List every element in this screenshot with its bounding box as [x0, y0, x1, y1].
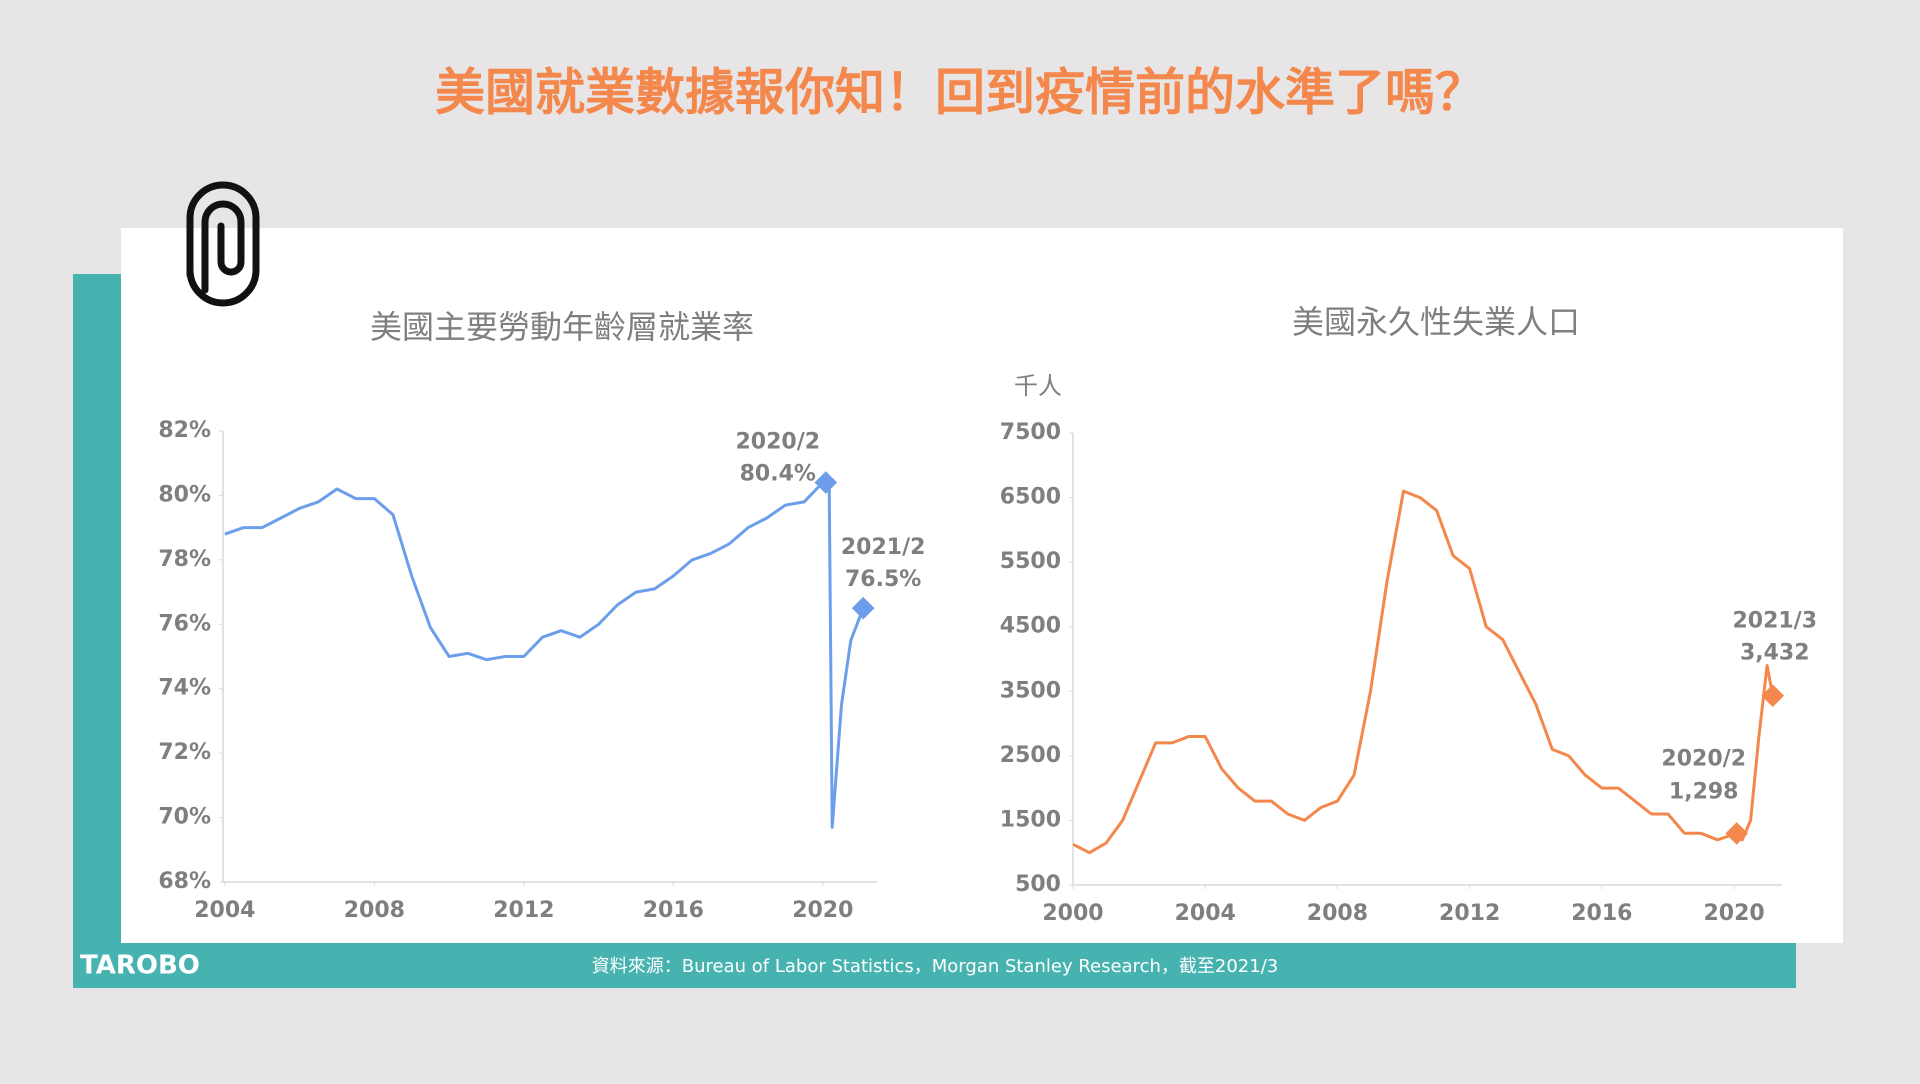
x-tick-label: 2008: [1307, 901, 1368, 926]
y-tick-label: 72%: [158, 740, 211, 765]
x-tick-label: 2012: [493, 898, 554, 923]
annotation-date: 2020/2: [1661, 746, 1746, 771]
annotation-marker: [1761, 684, 1785, 707]
y-tick-label: 70%: [158, 805, 211, 830]
y-tick-label: 76%: [158, 611, 211, 636]
white-card: [121, 228, 1843, 943]
x-tick-label: 2004: [1175, 901, 1236, 926]
paperclip-icon: [186, 181, 260, 307]
annotation-marker: [851, 596, 875, 620]
y-tick-label: 7500: [1000, 420, 1061, 445]
x-tick-label: 2004: [194, 898, 255, 923]
annotation-marker: [814, 471, 838, 494]
y-tick-label: 3500: [1000, 678, 1061, 703]
annotation-marker: [1725, 822, 1749, 845]
x-tick-label: 2000: [1042, 901, 1103, 926]
y-tick-label: 1500: [1000, 807, 1061, 832]
logo: TAROBO: [80, 951, 200, 981]
y-tick-label: 4500: [1000, 614, 1061, 639]
annotation-value: 76.5%: [845, 567, 921, 592]
data-line: [224, 481, 865, 829]
annotation-value: 3,432: [1740, 641, 1810, 666]
annotation-value: 1,298: [1669, 779, 1739, 804]
chart-title: 美國主要勞動年齡層就業率: [370, 308, 754, 346]
annotation-date: 2021/3: [1732, 609, 1817, 634]
x-tick-label: 2016: [1571, 901, 1632, 926]
page-title: 美國就業數據報你知！回到疫情前的水準了嗎？: [435, 64, 1485, 122]
x-tick-label: 2012: [1439, 901, 1500, 926]
annotation-date: 2020/2: [736, 430, 821, 455]
x-tick-label: 2020: [1703, 901, 1764, 926]
y-tick-label: 74%: [158, 676, 211, 701]
y-tick-label: 2500: [1000, 743, 1061, 768]
y-tick-label: 82%: [158, 418, 211, 443]
annotation-value: 80.4%: [740, 462, 816, 487]
y-tick-label: 500: [1015, 872, 1061, 897]
y-axis-unit: 千人: [1014, 372, 1062, 400]
y-tick-label: 78%: [158, 547, 211, 572]
annotation-date: 2021/2: [841, 535, 926, 560]
y-tick-label: 6500: [1000, 485, 1061, 510]
x-tick-label: 2016: [643, 898, 704, 923]
x-tick-label: 2008: [344, 898, 405, 923]
data-line: [1072, 489, 1775, 855]
y-tick-label: 68%: [158, 869, 211, 894]
x-tick-label: 2020: [792, 898, 853, 923]
y-tick-label: 80%: [158, 482, 211, 507]
source-note: 資料來源：Bureau of Labor Statistics，Morgan S…: [592, 956, 1278, 977]
chart-title: 美國永久性失業人口: [1292, 303, 1580, 341]
y-tick-label: 5500: [1000, 549, 1061, 574]
